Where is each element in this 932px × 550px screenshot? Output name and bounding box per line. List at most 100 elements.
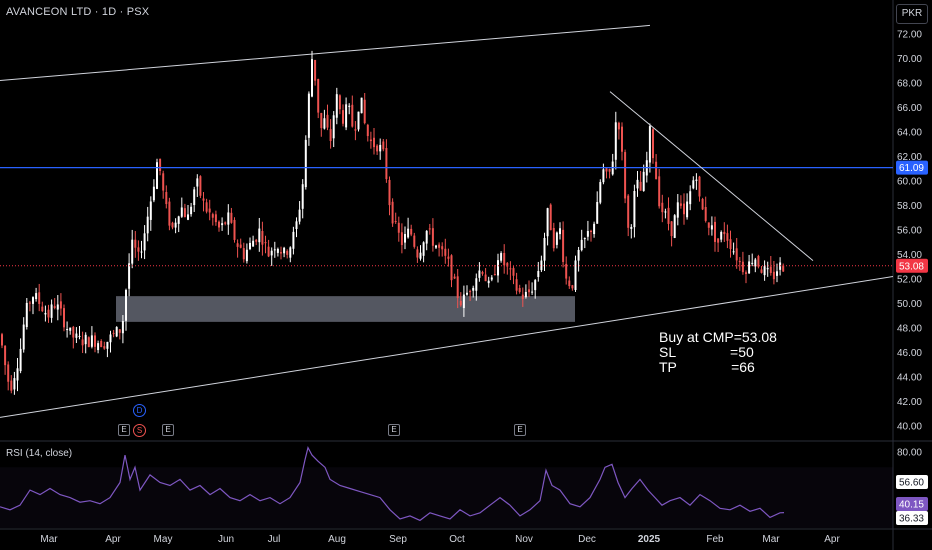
- candle-body: [462, 294, 465, 309]
- candle-body: [608, 169, 611, 172]
- dividend-event-icon[interactable]: D: [133, 404, 146, 417]
- candle-body: [264, 242, 267, 244]
- candle-body: [267, 246, 270, 257]
- candle-body: [537, 271, 540, 277]
- time-axis[interactable]: Mar Apr May Jun Jul Aug Sep Oct Nov Dec 2025 Feb Mar…: [40, 534, 840, 545]
- last-price-badge-bg: [896, 258, 928, 273]
- candle-body: [658, 176, 661, 207]
- candle-body: [301, 184, 304, 209]
- candle-body: [50, 304, 53, 318]
- candle-body: [326, 114, 329, 128]
- candle-body: [735, 248, 738, 261]
- price-tick-label: 64.00: [897, 128, 922, 139]
- candle-body: [366, 124, 369, 137]
- candle-body: [528, 289, 530, 293]
- candle-body: [484, 274, 487, 282]
- price-tick-label: 58.00: [897, 201, 922, 212]
- candle-body: [7, 364, 10, 382]
- candle-body: [115, 327, 118, 337]
- candle-body: [404, 234, 406, 243]
- candle-body: [555, 232, 558, 245]
- candle-body: [236, 243, 239, 247]
- candle-body: [748, 261, 751, 274]
- candle-body: [373, 137, 375, 148]
- descending-trendline: [609, 91, 814, 262]
- candle-body: [559, 228, 561, 235]
- candle-body: [621, 126, 623, 152]
- candle-body: [605, 168, 608, 172]
- price-candles[interactable]: [1, 50, 785, 395]
- candle-body: [41, 306, 44, 312]
- candle-body: [531, 291, 534, 293]
- candle-body: [686, 201, 689, 218]
- earnings-event-icon[interactable]: E: [162, 424, 174, 436]
- candle-body: [87, 337, 90, 348]
- candle-body: [698, 176, 701, 197]
- price-axis[interactable]: 40.00 42.00 44.00 46.00 48.00 50.00 52.00 54.00…: [897, 30, 922, 459]
- candle-body: [193, 189, 196, 206]
- candle-body: [190, 206, 193, 215]
- rsi-series-line: [0, 445, 785, 522]
- earnings-event-icon[interactable]: E: [514, 424, 526, 436]
- candle-body: [208, 208, 211, 213]
- chart-title[interactable]: AVANCEON LTD · 1D · PSX: [6, 6, 150, 18]
- candle-body: [506, 263, 509, 267]
- earnings-event-icon[interactable]: E: [388, 424, 400, 436]
- candle-body: [400, 232, 403, 246]
- candle-body: [422, 242, 425, 256]
- candle-body: [704, 207, 707, 221]
- candle-body: [214, 214, 217, 223]
- candle-body: [224, 222, 227, 224]
- candle-body: [369, 139, 372, 142]
- split-event-icon[interactable]: S: [133, 424, 146, 437]
- candle-body: [379, 144, 382, 152]
- candle-body: [38, 292, 41, 304]
- price-tick-label: 72.00: [897, 30, 922, 41]
- candle-body: [512, 268, 515, 276]
- candle-body: [695, 179, 698, 181]
- annotation-line-tp: TP =66: [659, 359, 755, 375]
- candle-body: [518, 288, 521, 292]
- candle-body: [143, 233, 146, 251]
- channel-lower-line: [0, 276, 894, 418]
- candle-body: [441, 246, 444, 250]
- candle-body: [314, 59, 317, 81]
- candle-body: [218, 221, 220, 228]
- candle-body: [128, 263, 131, 289]
- candle-body: [624, 152, 627, 199]
- candle-body: [134, 239, 137, 248]
- candle-body: [230, 212, 233, 223]
- candle-body: [152, 186, 155, 201]
- support-zone-rect: [116, 296, 575, 322]
- candle-body: [187, 214, 189, 220]
- currency-button[interactable]: PKR: [896, 4, 928, 24]
- time-tick-label: Dec: [578, 534, 596, 545]
- time-tick-label: May: [154, 534, 173, 545]
- candle-body: [540, 260, 543, 271]
- candle-body: [149, 201, 152, 220]
- candle-body: [106, 341, 109, 349]
- rsi-line[interactable]: [0, 445, 893, 528]
- time-tick-label: 2025: [638, 534, 661, 545]
- candle-body: [729, 239, 732, 250]
- rsi-label[interactable]: RSI (14, close): [6, 448, 73, 459]
- candle-body: [295, 221, 298, 230]
- earnings-event-icon[interactable]: E: [118, 424, 130, 436]
- channel-upper-line: [0, 24, 651, 82]
- candle-body: [13, 378, 16, 390]
- candle-body: [676, 202, 679, 218]
- candle-body: [84, 334, 87, 345]
- time-tick-label: Jun: [218, 534, 234, 545]
- candle-body: [617, 122, 620, 130]
- candle-body: [475, 278, 478, 291]
- rsi-lower-badge: 36.33: [899, 514, 924, 525]
- axis-badges: 61.09 53.08 56.60 40.15 36.33: [896, 160, 928, 525]
- candle-body: [413, 235, 416, 247]
- candle-body: [450, 255, 453, 281]
- candle-body: [642, 171, 645, 191]
- candle-body: [500, 253, 503, 261]
- rsi-upper-badge-bg: [896, 475, 928, 489]
- candle-body: [754, 259, 757, 267]
- candle-body: [766, 268, 769, 270]
